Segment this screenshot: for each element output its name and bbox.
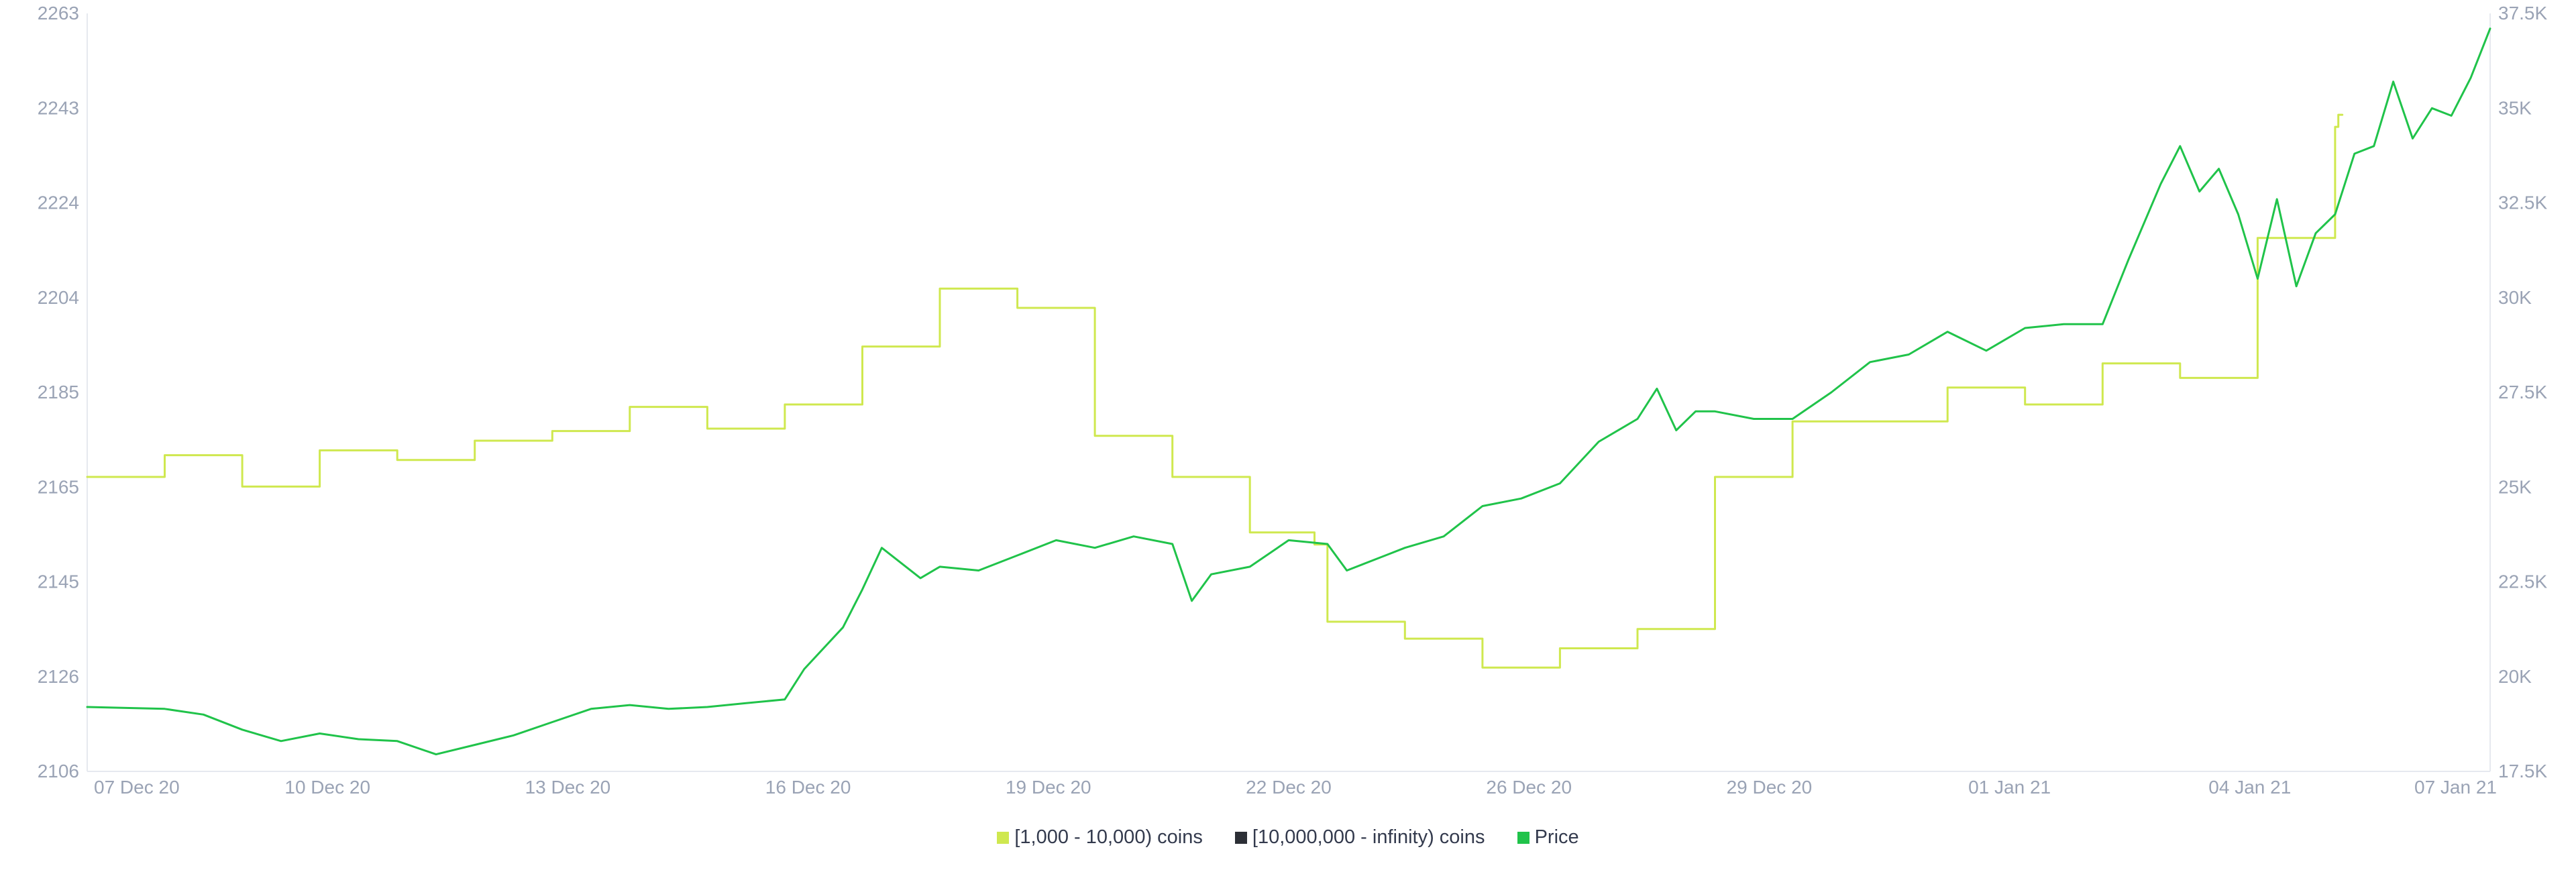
right-y-tick-label: 22.5K [2498, 571, 2547, 592]
legend-item-whales[interactable]: [10,000,000 - infinity) coins [1234, 826, 1485, 849]
x-tick-label: 29 Dec 20 [1727, 777, 1813, 798]
legend-swatch-price [1517, 831, 1529, 844]
left-y-tick-label: 2224 [38, 193, 79, 213]
x-tick-label: 22 Dec 20 [1246, 777, 1332, 798]
legend-item-small-holders[interactable]: [1,000 - 10,000) coins [997, 826, 1203, 849]
x-tick-label: 26 Dec 20 [1486, 777, 1572, 798]
legend: [1,000 - 10,000) coins [10,000,000 - inf… [0, 826, 2576, 849]
legend-swatch-whales [1234, 831, 1247, 844]
series-layer [86, 28, 2491, 756]
x-tick-label: 01 Jan 21 [1968, 777, 2051, 798]
right-y-tick-label: 32.5K [2498, 193, 2547, 213]
x-tick-label: 16 Dec 20 [765, 777, 851, 798]
left-y-tick-label: 2106 [38, 761, 79, 781]
plot-area [87, 13, 2491, 772]
right-y-tick-label: 27.5K [2498, 382, 2547, 402]
left-y-tick-label: 2185 [38, 382, 79, 402]
legend-swatch-small-holders [997, 831, 1010, 844]
legend-label-price: Price [1534, 826, 1579, 848]
x-tick-label: 04 Jan 21 [2208, 777, 2291, 798]
series-line-2 [86, 28, 2491, 756]
right-y-tick-label: 35K [2498, 97, 2532, 118]
x-tick-label: 07 Jan 21 [2414, 777, 2497, 798]
legend-label-small-holders: [1,000 - 10,000) coins [1014, 826, 1203, 848]
left-y-axis: 2263 2243 2224 2204 2185 2165 2145 2126 2106 [38, 3, 79, 781]
x-tick-label: 19 Dec 20 [1006, 777, 1091, 798]
right-y-tick-label: 20K [2498, 666, 2532, 687]
left-y-tick-label: 2126 [38, 666, 79, 687]
left-y-tick-label: 2243 [38, 97, 79, 118]
x-tick-label: 07 Dec 20 [94, 777, 180, 798]
left-y-tick-label: 2165 [38, 476, 79, 497]
legend-item-price[interactable]: Price [1517, 826, 1579, 849]
right-y-tick-label: 37.5K [2498, 3, 2547, 23]
left-y-tick-label: 2145 [38, 571, 79, 592]
left-y-tick-label: 2204 [38, 287, 79, 308]
x-tick-label: 13 Dec 20 [525, 777, 611, 798]
right-y-tick-label: 30K [2498, 287, 2532, 308]
legend-label-whales: [10,000,000 - infinity) coins [1252, 826, 1485, 848]
left-y-tick-label: 2263 [38, 3, 79, 23]
x-tick-label: 10 Dec 20 [284, 777, 370, 798]
series-line-0 [86, 113, 2344, 669]
right-y-tick-label: 17.5K [2498, 761, 2547, 781]
right-y-axis: 37.5K 35K 32.5K 30K 27.5K 25K 22.5K 20K 17.5K [2498, 3, 2547, 781]
right-y-tick-label: 25K [2498, 476, 2532, 497]
x-axis: 07 Dec 20 10 Dec 20 13 Dec 20 16 Dec 20 19 D… [94, 777, 2497, 798]
